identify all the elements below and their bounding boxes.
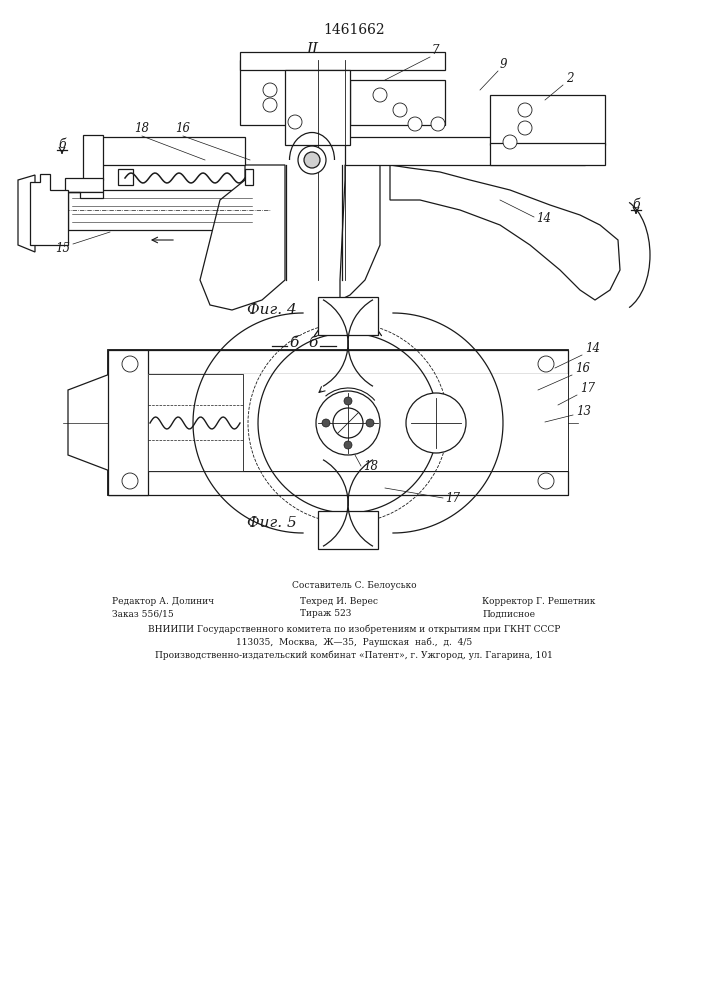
Bar [148,374,243,471]
Bar [100,137,245,165]
Text: 17: 17 [580,382,595,395]
Circle shape [322,419,330,427]
Bar [240,52,445,70]
Circle shape [288,115,302,129]
Circle shape [122,356,138,372]
Bar [108,471,568,495]
Text: 14: 14 [536,212,551,225]
Bar [350,80,445,125]
Text: 16: 16 [575,362,590,375]
Text: Составитель С. Белоусько: Составитель С. Белоусько [292,580,416,589]
Bar [490,143,605,165]
Circle shape [538,473,554,489]
Bar [108,471,568,495]
Bar [118,169,133,185]
Bar [285,70,350,145]
Text: б: б [632,198,640,212]
Text: б: б [58,138,66,151]
Text: 7: 7 [432,44,440,57]
Text: 9: 9 [500,58,508,71]
Bar [83,135,103,180]
Text: 15: 15 [55,242,70,255]
Bar [350,80,445,125]
Circle shape [518,103,532,117]
Bar [318,297,378,335]
Bar [68,190,258,230]
Polygon shape [340,165,380,300]
Bar [490,95,605,145]
Text: Корректор Г. Решетник: Корректор Г. Решетник [482,596,595,605]
Circle shape [344,441,352,449]
Circle shape [408,117,422,131]
Circle shape [373,88,387,102]
Circle shape [344,397,352,405]
Text: 17: 17 [445,492,460,505]
Circle shape [263,83,277,97]
Bar [490,143,605,165]
Bar [108,350,568,495]
Circle shape [263,98,277,112]
Text: ВНИИПИ Государственного комитета по изобретениям и открытиям при ГКНТ СССР: ВНИИПИ Государственного комитета по изоб… [148,624,560,634]
Circle shape [503,135,517,149]
Text: 16: 16 [175,122,190,135]
Circle shape [298,146,326,174]
Bar [345,137,585,165]
Circle shape [366,419,374,427]
Bar [318,511,378,549]
Text: 13: 13 [576,405,591,418]
Bar [240,60,315,125]
Circle shape [406,393,466,453]
Text: Производственно-издательский комбинат «Патент», г. Ужгород, ул. Гагарина, 101: Производственно-издательский комбинат «П… [155,650,553,660]
Text: Редактор А. Долинич: Редактор А. Долинич [112,596,214,605]
Circle shape [431,117,445,131]
Bar [65,178,103,192]
Bar [285,70,350,145]
Bar [108,350,148,495]
Polygon shape [65,192,103,198]
Circle shape [393,103,407,117]
Circle shape [538,356,554,372]
Text: б  б: б б [290,336,318,350]
FancyArrowPatch shape [315,310,382,336]
Polygon shape [390,165,620,300]
Circle shape [316,391,380,455]
Text: 1461662: 1461662 [323,23,385,37]
Polygon shape [18,175,35,252]
Bar [83,135,103,180]
Polygon shape [30,174,68,245]
Circle shape [518,121,532,135]
Text: 14: 14 [585,342,600,355]
Bar [108,350,148,495]
Text: Фиг. 4: Фиг. 4 [247,303,297,317]
Text: Фиг. 5: Фиг. 5 [247,516,297,530]
Circle shape [304,152,320,168]
Bar [100,137,245,165]
Text: 2: 2 [566,72,573,85]
Bar [490,95,605,145]
Polygon shape [200,165,285,310]
Bar [108,350,568,374]
Bar [240,60,315,125]
Bar [345,137,585,165]
Text: Подписное: Подписное [482,609,535,618]
Text: II: II [306,42,318,56]
Text: Заказ 556/15: Заказ 556/15 [112,609,174,618]
Bar [148,374,568,471]
Text: 113035,  Москва,  Ж—35,  Раушская  наб.,  д.  4/5: 113035, Москва, Ж—35, Раушская наб., д. … [236,637,472,647]
Circle shape [333,408,363,438]
Bar [108,350,568,374]
Polygon shape [68,374,110,471]
Text: Техред И. Верес: Техред И. Верес [300,596,378,605]
Text: 18: 18 [363,460,378,473]
Bar [240,52,445,70]
Text: Тираж 523: Тираж 523 [300,609,351,618]
Text: 18: 18 [134,122,149,135]
Bar [65,178,103,192]
Bar [245,169,253,185]
Circle shape [122,473,138,489]
